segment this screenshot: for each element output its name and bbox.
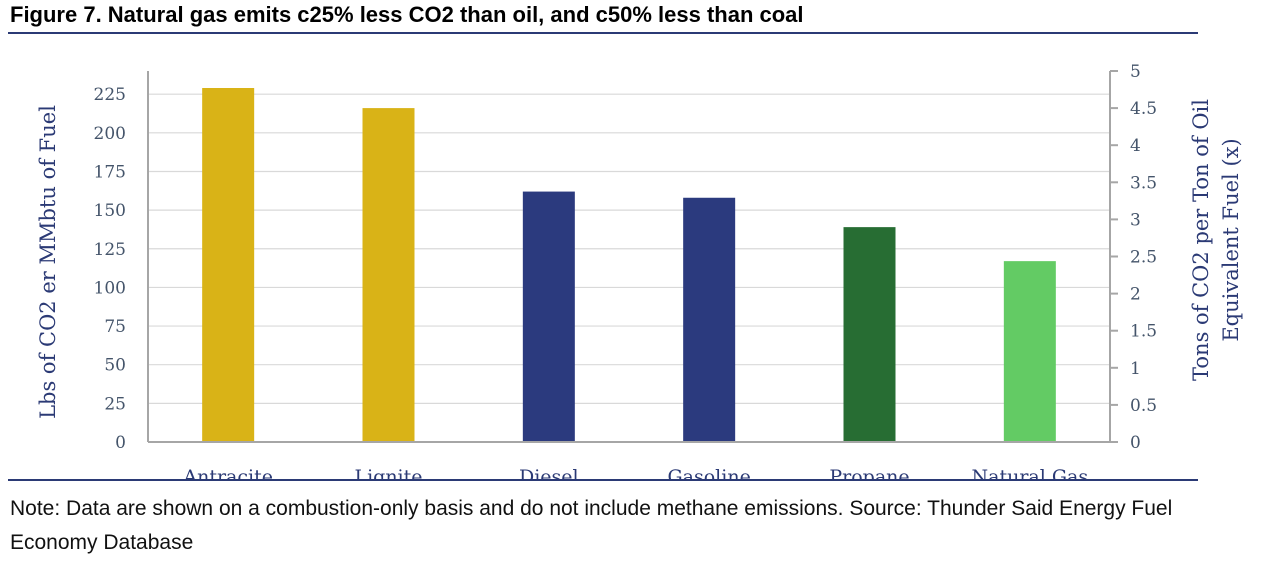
y-axis-title: Lbs of CO2 er MMbtu of Fuel — [36, 105, 60, 419]
y2-axis-title-line: Tons of CO2 per Ton of Oil — [1189, 99, 1213, 381]
y2-tick-label: 4 — [1130, 136, 1141, 156]
category-label: Gasoline — [667, 466, 750, 480]
y2-tick-label: 3.5 — [1130, 173, 1157, 193]
category-label: Natural Gas — [972, 466, 1089, 480]
y-tick-label: 75 — [104, 317, 126, 337]
y2-tick-label: 2 — [1130, 285, 1141, 305]
grid-lines — [148, 93, 1110, 404]
bar — [843, 227, 896, 442]
right-axis-ticks: 0 0.5 1 1.5 2 2.5 3 3.5 4 4.5 5 — [1110, 62, 1157, 453]
bar — [1003, 261, 1056, 442]
figure-title: Figure 7. Natural gas emits c25% less CO… — [10, 2, 804, 27]
bars — [202, 88, 1056, 443]
source-note: Note: Data are shown on a combustion-onl… — [10, 497, 1173, 554]
y-tick-label: 50 — [104, 356, 126, 376]
y2-tick-label: 4.5 — [1130, 99, 1157, 119]
category-label: Propane — [829, 466, 909, 480]
y-tick-label: 125 — [94, 240, 126, 260]
y2-tick-label: 5 — [1130, 62, 1141, 82]
y2-tick-label: 2.5 — [1130, 248, 1157, 268]
y-tick-label: 175 — [94, 162, 126, 182]
bar — [362, 108, 415, 442]
y-tick-label: 225 — [94, 85, 126, 105]
bar — [202, 88, 255, 443]
y2-tick-label: 0.5 — [1130, 396, 1157, 416]
left-axis-ticks: 0 25 50 75 100 125 150 175 200 225 — [94, 85, 126, 453]
category-label: Antracite — [182, 466, 273, 480]
category-labels: Antracite Lignite Diesel Gasoline Propane Nat… — [182, 466, 1088, 480]
y2-tick-label: 1.5 — [1130, 322, 1157, 342]
category-label: Lignite — [354, 466, 422, 480]
y2-axis-title: Tons of CO2 per Ton of Oil Equivalent Fue… — [1189, 99, 1243, 381]
y-tick-label: 0 — [115, 433, 126, 453]
title-divider — [8, 32, 1198, 34]
y-tick-label: 25 — [104, 394, 126, 414]
y2-tick-label: 1 — [1130, 359, 1141, 379]
bar — [522, 191, 575, 442]
y2-axis-title-line: Equivalent Fuel (x) — [1219, 138, 1243, 341]
y-tick-label: 150 — [94, 201, 126, 221]
y2-tick-label: 3 — [1130, 210, 1141, 230]
note-divider — [8, 479, 1198, 481]
y-tick-label: 200 — [94, 124, 126, 144]
bar-chart: 0 25 50 75 100 125 150 175 200 225 0 0.5 1 1.5 2 2.5 3 3… — [36, 62, 1243, 480]
y2-tick-label: 0 — [1130, 433, 1141, 453]
category-label: Diesel — [519, 466, 579, 480]
bar — [683, 197, 736, 442]
y-tick-label: 100 — [94, 278, 126, 298]
